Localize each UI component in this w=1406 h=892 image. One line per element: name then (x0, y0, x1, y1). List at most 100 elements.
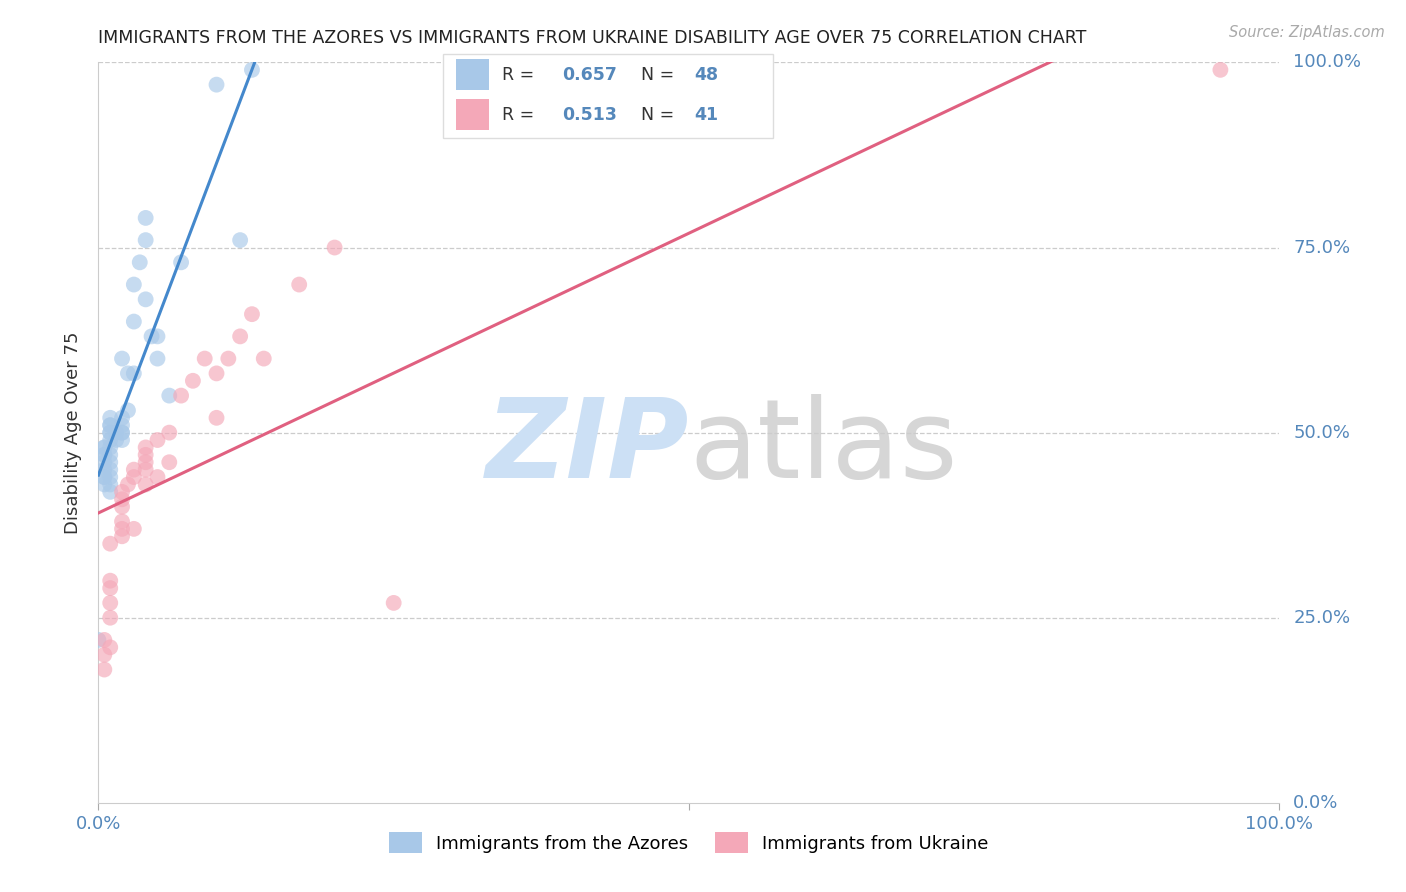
Point (105, 425, 128, 440)
Point (111, 410, 134, 425)
Point (181, 374, 204, 388)
Point (111, 529, 134, 543)
Point (128, 255, 150, 269)
Point (111, 425, 134, 440)
Text: R =: R = (502, 66, 540, 84)
Point (111, 515, 134, 529)
Point (253, 351, 276, 366)
Text: IMMIGRANTS FROM THE AZORES VS IMMIGRANTS FROM UKRAINE DISABILITY AGE OVER 75 COR: IMMIGRANTS FROM THE AZORES VS IMMIGRANTS… (98, 29, 1087, 47)
Point (157, 425, 180, 440)
Point (111, 500, 134, 514)
Point (98, 462, 121, 476)
Text: Source: ZipAtlas.com: Source: ZipAtlas.com (1229, 25, 1385, 40)
Point (93, 462, 115, 476)
Point (205, 78, 228, 92)
Point (98, 433, 121, 447)
Point (157, 455, 180, 469)
Text: 41: 41 (695, 105, 718, 123)
Point (93, 477, 115, 491)
Point (157, 388, 180, 402)
Point (135, 233, 157, 247)
Point (229, 329, 252, 343)
Point (117, 477, 139, 491)
Legend: Immigrants from the Azores, Immigrants from Ukraine: Immigrants from the Azores, Immigrants f… (382, 825, 995, 861)
Point (98, 477, 121, 491)
Point (93, 632, 115, 647)
Text: atlas: atlas (689, 394, 957, 501)
Text: 75.0%: 75.0% (1294, 238, 1351, 257)
Point (93, 455, 115, 469)
Point (98, 581, 121, 595)
Point (122, 277, 145, 292)
Point (141, 329, 163, 343)
Point (111, 433, 134, 447)
Point (382, 596, 405, 610)
Point (146, 433, 169, 447)
Point (111, 522, 134, 536)
Point (229, 233, 252, 247)
Point (122, 470, 145, 484)
Point (323, 240, 346, 255)
Point (98, 448, 121, 462)
Bar (456, 60, 489, 90)
Point (105, 433, 128, 447)
Point (135, 293, 157, 307)
Point (111, 351, 134, 366)
Text: N =: N = (641, 105, 681, 123)
Point (217, 351, 239, 366)
Point (98, 418, 121, 433)
Point (135, 462, 157, 476)
Point (205, 367, 228, 381)
Point (93, 470, 115, 484)
Point (93, 441, 115, 455)
Point (87, 632, 110, 647)
Text: 50.0%: 50.0% (1294, 424, 1350, 442)
Point (93, 663, 115, 677)
Point (111, 492, 134, 507)
Point (111, 418, 134, 433)
Point (135, 441, 157, 455)
Point (288, 277, 311, 292)
Text: ZIP: ZIP (485, 394, 689, 501)
Point (98, 425, 121, 440)
Point (240, 62, 263, 77)
Point (93, 648, 115, 662)
Point (93, 441, 115, 455)
Text: 0.513: 0.513 (562, 105, 617, 123)
Point (122, 367, 145, 381)
Point (146, 470, 169, 484)
Point (146, 351, 169, 366)
Point (135, 477, 157, 491)
Point (98, 410, 121, 425)
Text: 0.0%: 0.0% (1294, 794, 1339, 812)
Y-axis label: Disability Age Over 75: Disability Age Over 75 (63, 331, 82, 534)
Point (111, 425, 134, 440)
Point (98, 484, 121, 499)
Text: 25.0%: 25.0% (1294, 608, 1351, 627)
Point (135, 455, 157, 469)
Point (98, 441, 121, 455)
Point (98, 470, 121, 484)
Point (93, 448, 115, 462)
Point (98, 574, 121, 588)
Point (194, 351, 217, 366)
Point (98, 425, 121, 440)
Point (98, 640, 121, 655)
Point (117, 367, 139, 381)
Point (122, 462, 145, 476)
Text: 0.657: 0.657 (562, 66, 617, 84)
Point (111, 484, 134, 499)
Point (93, 448, 115, 462)
Text: 100.0%: 100.0% (1294, 54, 1361, 71)
Point (170, 388, 193, 402)
Point (135, 448, 157, 462)
Point (240, 307, 263, 321)
Point (1209, 62, 1232, 77)
FancyBboxPatch shape (443, 54, 773, 138)
Point (98, 596, 121, 610)
Point (122, 522, 145, 536)
Point (146, 329, 169, 343)
Bar (456, 99, 489, 130)
Point (135, 211, 157, 225)
Point (117, 403, 139, 417)
